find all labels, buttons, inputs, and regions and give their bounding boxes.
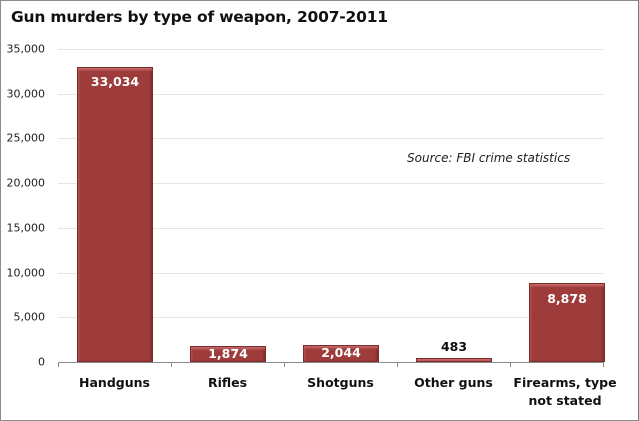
category-label-handguns: Handguns <box>79 375 150 390</box>
gridline-10000 <box>58 273 604 274</box>
x-tick-mark <box>171 362 172 367</box>
category-label-other-guns: Other guns <box>414 375 493 390</box>
ytick-label: 20,000 <box>6 176 46 190</box>
gridline-15000 <box>58 228 604 229</box>
source-annotation: Source: FBI crime statistics <box>407 151 571 165</box>
data-label-other-guns: 483 <box>440 339 468 354</box>
data-label-rifles: 1,874 <box>208 346 248 361</box>
chart-title: Gun murders by type of weapon, 2007-2011 <box>11 8 388 26</box>
gridline-35000 <box>58 49 604 50</box>
plot-area <box>58 49 604 362</box>
bar-other-guns <box>416 358 492 362</box>
ytick-label: 15,000 <box>6 221 46 235</box>
category-label-firearms-type-not-stated: Firearms, type not stated <box>505 374 625 410</box>
x-tick-mark <box>284 362 285 367</box>
gridline-30000 <box>58 94 604 95</box>
data-label-handguns: 33,034 <box>90 74 140 89</box>
category-label-rifles: Rifles <box>207 375 248 390</box>
gridline-5000 <box>58 317 604 318</box>
x-axis-line <box>58 362 604 363</box>
bar-rifles <box>190 346 266 362</box>
bar-firearms-type-not-stated <box>529 283 605 362</box>
x-tick-mark <box>603 362 604 367</box>
data-label-firearms-type-not-stated: 8,878 <box>547 291 587 306</box>
gridline-25000 <box>58 138 604 139</box>
ytick-label: 35,000 <box>6 42 46 56</box>
category-label-line-1: Firearms, type <box>513 375 617 390</box>
ytick-label: 0 <box>38 355 45 369</box>
category-label-shotguns: Shotguns <box>307 375 374 390</box>
bar-shotguns <box>303 345 379 362</box>
x-tick-mark <box>58 362 59 367</box>
ytick-label: 5,000 <box>13 310 46 324</box>
ytick-label: 10,000 <box>6 266 46 280</box>
ytick-label: 30,000 <box>6 87 46 101</box>
data-label-shotguns: 2,044 <box>321 345 361 360</box>
bar-handguns <box>77 67 153 362</box>
category-label-line-2: not stated <box>528 393 602 408</box>
gridline-20000 <box>58 183 604 184</box>
x-tick-mark <box>397 362 398 367</box>
x-tick-mark <box>510 362 511 367</box>
ytick-label: 25,000 <box>6 131 46 145</box>
